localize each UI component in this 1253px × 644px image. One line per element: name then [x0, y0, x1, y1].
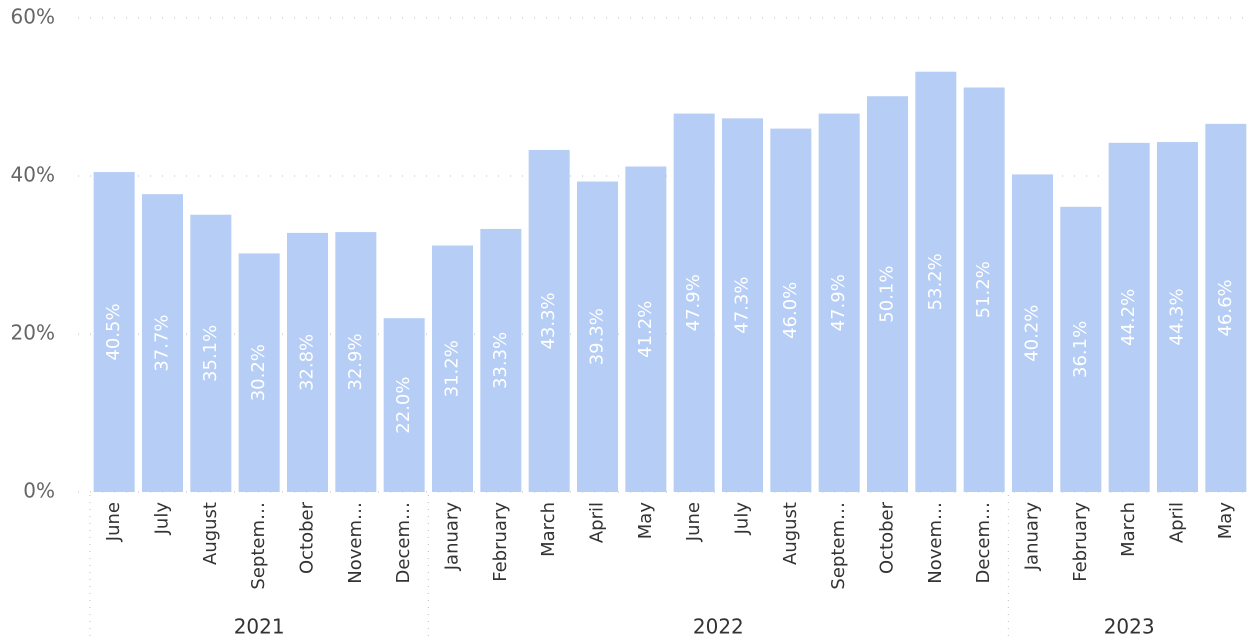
value-label: 47.9%	[683, 274, 704, 331]
x-tick-label: Septem…	[248, 502, 269, 590]
x-tick-label: Decem…	[973, 502, 994, 583]
bar	[722, 118, 763, 492]
group-label: 2022	[693, 615, 744, 639]
value-label: 37.7%	[152, 314, 173, 371]
bar	[818, 113, 860, 492]
x-tick-label: April	[1167, 502, 1188, 543]
x-tick-label: October	[877, 501, 898, 574]
bar	[383, 318, 425, 492]
group-label: 2023	[1104, 615, 1155, 639]
value-label: 40.2%	[1022, 305, 1043, 362]
x-tick-label: August	[200, 502, 221, 565]
bar	[190, 214, 232, 492]
value-label: 50.1%	[877, 266, 898, 323]
value-label: 44.2%	[1118, 289, 1139, 346]
x-tick-label: Novem…	[925, 502, 946, 584]
y-tick-label: 40%	[11, 163, 55, 187]
value-label: 51.2%	[973, 261, 994, 318]
x-tick-label: January	[442, 502, 463, 572]
x-tick-label: January	[1022, 502, 1043, 572]
x-tick-label: June	[683, 502, 704, 542]
bar	[1205, 123, 1247, 493]
value-label: 41.2%	[635, 301, 656, 358]
x-tick-label: June	[103, 502, 124, 542]
x-tick-label: March	[1118, 502, 1139, 557]
value-label: 35.1%	[200, 325, 221, 382]
bar	[1012, 174, 1053, 493]
x-tick-label: July	[732, 502, 753, 536]
bar	[432, 245, 473, 492]
x-tick-label: May	[635, 502, 656, 540]
x-tick-label: Decem…	[393, 502, 414, 583]
value-label: 47.9%	[828, 274, 849, 331]
bar	[577, 181, 618, 492]
bar	[625, 166, 667, 492]
value-label: 46.6%	[1215, 279, 1236, 336]
bar	[528, 149, 570, 492]
bar	[1060, 206, 1102, 492]
bar	[915, 71, 957, 492]
bar	[335, 232, 377, 492]
x-tick-label: Septem…	[828, 502, 849, 590]
bar	[93, 172, 135, 493]
bar	[287, 232, 328, 492]
bar	[480, 228, 522, 492]
value-label: 33.3%	[490, 332, 511, 389]
bar	[673, 113, 715, 492]
value-label: 40.5%	[103, 303, 124, 360]
x-tick-label: August	[780, 502, 801, 565]
y-tick-label: 60%	[11, 5, 55, 29]
group-label: 2021	[234, 615, 285, 639]
x-tick-label: April	[587, 502, 608, 543]
value-label: 36.1%	[1070, 321, 1091, 378]
bar	[963, 87, 1005, 493]
value-label: 53.2%	[925, 253, 946, 310]
value-label: 30.2%	[248, 344, 269, 401]
value-label: 31.2%	[442, 340, 463, 397]
x-tick-label: July	[152, 502, 173, 536]
x-tick-label: October	[297, 501, 318, 574]
bar	[867, 96, 908, 493]
value-label: 32.9%	[345, 333, 366, 390]
value-label: 22.0%	[393, 377, 414, 434]
bar	[142, 194, 183, 493]
y-tick-label: 20%	[11, 321, 55, 345]
value-label: 46.0%	[780, 282, 801, 339]
bar	[238, 253, 280, 492]
x-tick-label: February	[490, 502, 511, 582]
value-label: 39.3%	[587, 308, 608, 365]
value-label: 43.3%	[538, 292, 559, 349]
x-tick-label: May	[1215, 502, 1236, 540]
bar	[1157, 142, 1198, 492]
value-label: 44.3%	[1167, 288, 1188, 345]
x-tick-label: February	[1070, 502, 1091, 582]
x-tick-label: Novem…	[345, 502, 366, 584]
bar	[770, 128, 812, 492]
value-label: 47.3%	[732, 277, 753, 334]
value-label: 32.8%	[297, 334, 318, 391]
y-tick-label: 0%	[23, 479, 55, 503]
bar	[1108, 142, 1150, 492]
x-tick-label: March	[538, 502, 559, 557]
